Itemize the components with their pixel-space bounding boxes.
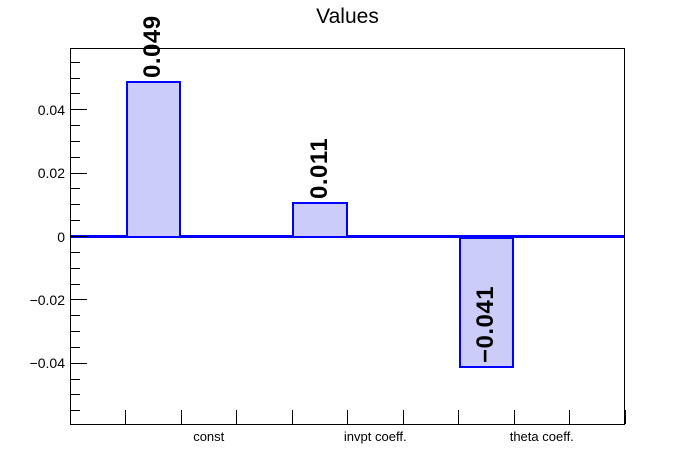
y-tick-label: 0.02	[37, 165, 65, 182]
y-minor-tick	[71, 93, 80, 95]
y-minor-tick	[71, 251, 80, 253]
y-major-tick	[71, 299, 87, 301]
x-tick	[402, 410, 404, 424]
y-tick-label: −0.04	[29, 355, 65, 372]
x-tick	[569, 410, 570, 424]
x-tick	[236, 410, 237, 424]
y-tick-label: 0.04	[37, 101, 65, 118]
bar	[458, 236, 514, 369]
y-minor-tick	[71, 140, 80, 142]
y-minor-tick	[71, 77, 80, 79]
bar-value-label: 0.011	[305, 137, 333, 199]
y-minor-tick	[71, 156, 80, 158]
y-major-tick	[71, 362, 87, 364]
y-tick-label: −0.02	[29, 291, 65, 308]
plot-frame	[70, 48, 625, 425]
y-minor-tick	[71, 331, 80, 333]
y-minor-tick	[71, 125, 80, 127]
y-minor-tick	[71, 220, 80, 222]
y-minor-tick	[71, 378, 80, 380]
x-tick	[291, 410, 293, 424]
y-minor-tick	[71, 410, 80, 412]
x-category-label: theta coeff.	[509, 429, 574, 444]
y-minor-tick	[71, 188, 80, 190]
y-minor-tick	[71, 394, 80, 396]
bar	[292, 201, 348, 239]
y-major-tick	[71, 172, 87, 174]
bar	[125, 81, 181, 239]
x-tick	[180, 410, 182, 424]
y-major-tick	[71, 236, 87, 237]
y-minor-tick	[71, 346, 80, 348]
bar-value-label: −0.041	[472, 286, 500, 364]
x-tick	[69, 410, 71, 424]
x-tick	[458, 410, 459, 424]
x-tick	[347, 410, 348, 424]
y-minor-tick	[71, 204, 80, 206]
y-minor-tick	[71, 315, 80, 317]
y-minor-tick	[71, 61, 80, 63]
x-category-label: invpt coeff.	[343, 429, 407, 444]
zero-line	[71, 235, 624, 238]
y-minor-tick	[71, 283, 80, 285]
y-tick-label: 0	[57, 228, 65, 245]
bar-value-label: 0.049	[139, 15, 167, 79]
x-tick	[513, 410, 515, 424]
x-category-label: const	[193, 429, 225, 444]
chart-title: Values	[316, 5, 379, 28]
x-tick	[125, 410, 126, 424]
y-major-tick	[71, 109, 87, 111]
x-tick	[624, 410, 626, 424]
y-minor-tick	[71, 267, 80, 269]
